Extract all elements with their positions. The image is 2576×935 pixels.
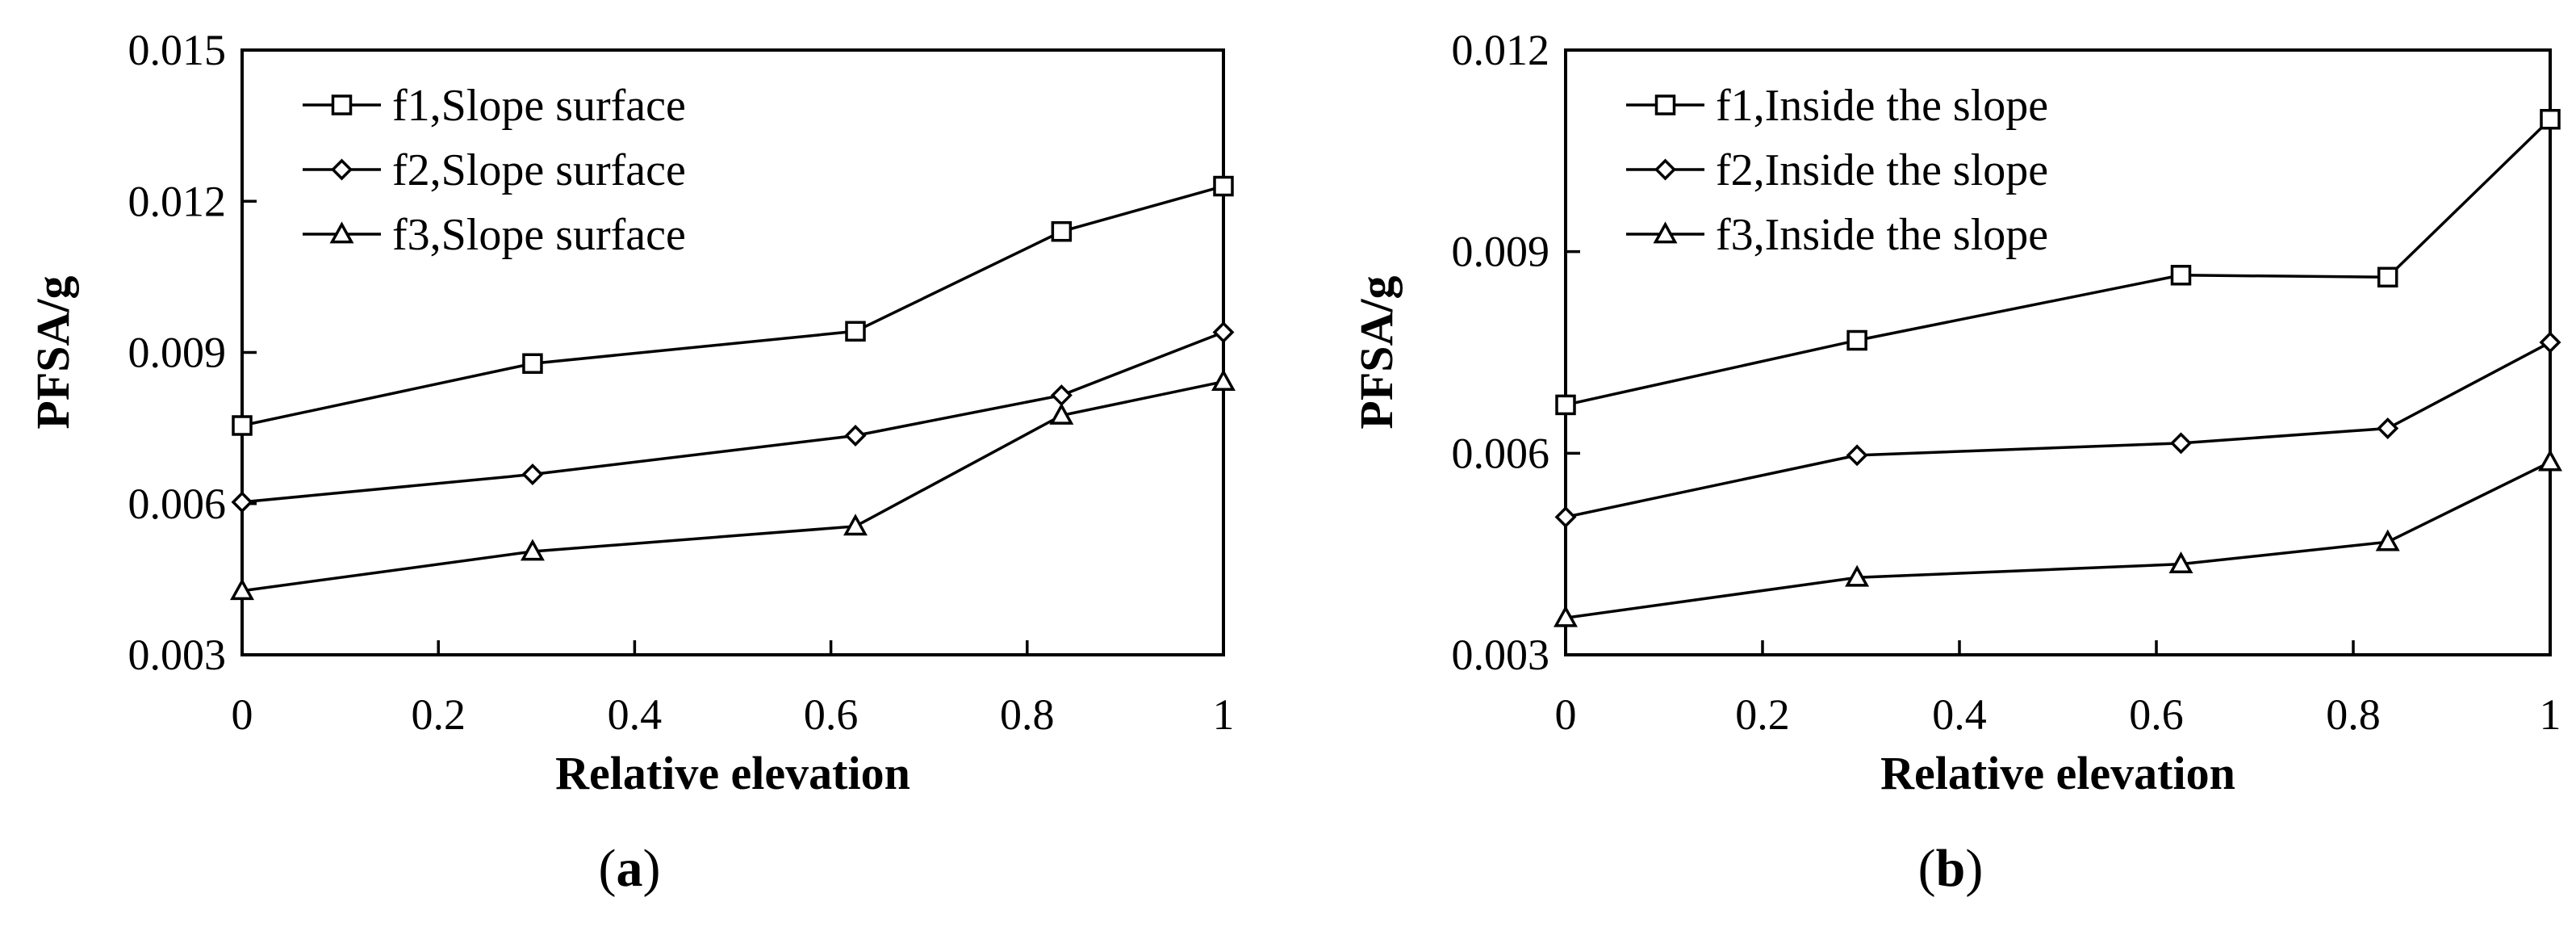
- data-point-2: [1050, 384, 1073, 407]
- y-axis-title: PFSA/g: [1350, 275, 1403, 429]
- panel-label: (b): [1918, 839, 1984, 898]
- data-point-1: [2540, 108, 2561, 130]
- x-tick-label: 0.4: [1932, 690, 1987, 739]
- x-tick-label: 1: [1213, 690, 1235, 739]
- x-tick-label: 0: [1555, 690, 1577, 739]
- y-tick-label: 0.003: [128, 631, 227, 679]
- data-point-1: [522, 353, 543, 374]
- x-axis-title: Relative elevation: [1880, 747, 2235, 799]
- legend-entry-2: f2,Slope surface: [392, 145, 686, 195]
- legend-marker-3: [329, 221, 354, 244]
- data-point-1: [1555, 394, 1576, 416]
- data-point-3: [1845, 564, 1870, 587]
- data-point-2: [1212, 321, 1235, 344]
- legend-entry-1: f1,Inside the slope: [1716, 81, 2048, 131]
- series-line-2: [241, 330, 1224, 504]
- series-line-1: [1565, 118, 2552, 407]
- data-point-2: [1846, 444, 1868, 467]
- data-point-3: [843, 514, 868, 536]
- series-line-3: [241, 379, 1224, 593]
- data-point-1: [2170, 265, 2192, 286]
- data-point-1: [1051, 220, 1073, 242]
- x-tick-label: 0.6: [804, 690, 859, 739]
- x-tick-label: 0.6: [2129, 690, 2184, 739]
- data-point-2: [2377, 417, 2399, 440]
- chart-panel-a: 0.003 0.006 0.009 0.012 0.015 0 0.2 0.4 0.6 0.8 1 R…: [27, 26, 1236, 898]
- x-tick-label: 0.8: [1000, 690, 1055, 739]
- legend-entry-1: f1,Slope surface: [392, 81, 686, 131]
- legend-entry-2: f2,Inside the slope: [1716, 145, 2048, 195]
- data-point-3: [1211, 369, 1236, 392]
- y-tick-label: 0.009: [1452, 228, 1550, 276]
- x-tick-label: 0.4: [608, 690, 663, 739]
- y-axis-title: PFSA/g: [27, 275, 79, 429]
- x-tick-label: 1: [2540, 690, 2561, 739]
- x-tick-label: 0: [232, 690, 253, 739]
- y-tick-label: 0.012: [1452, 26, 1550, 74]
- data-point-1: [232, 415, 253, 436]
- panel-label: (a): [599, 839, 661, 898]
- data-point-2: [1554, 505, 1577, 528]
- legend-marker-3: [1653, 221, 1678, 244]
- data-point-2: [844, 425, 867, 447]
- data-point-3: [1554, 605, 1578, 627]
- data-point-3: [520, 539, 545, 561]
- data-point-3: [230, 578, 254, 601]
- legend-marker-1: [331, 94, 353, 115]
- data-point-2: [2170, 432, 2192, 455]
- y-tick-label: 0.003: [1452, 631, 1550, 679]
- data-point-1: [1846, 329, 1867, 351]
- x-tick-label: 0.8: [2326, 690, 2381, 739]
- y-tick-label: 0.015: [128, 26, 227, 74]
- data-point-2: [521, 463, 544, 486]
- data-point-3: [2375, 529, 2400, 551]
- x-tick-label: 0.2: [411, 690, 466, 739]
- legend-marker-2: [1654, 158, 1676, 181]
- legend-entry-3: f3,Slope surface: [392, 210, 686, 260]
- x-axis-title: Relative elevation: [555, 747, 910, 799]
- y-tick-label: 0.006: [128, 480, 227, 528]
- data-point-2: [231, 491, 253, 514]
- chart-panel-b: 0.003 0.006 0.009 0.012 0 0.2 0.4 0.6 0.8 1 Relati…: [1350, 26, 2562, 898]
- data-point-3: [2168, 551, 2193, 573]
- series-line-2: [1565, 341, 2551, 519]
- plot-frame: [240, 48, 1225, 656]
- data-point-3: [1049, 402, 1074, 425]
- legend-marker-1: [1654, 94, 1676, 115]
- data-point-2: [2539, 331, 2561, 354]
- y-tick-label: 0.006: [1452, 429, 1550, 477]
- y-tick-label: 0.009: [128, 329, 227, 377]
- data-point-1: [1213, 175, 1234, 197]
- x-tick-label: 0.2: [1735, 690, 1790, 739]
- data-point-1: [845, 321, 866, 342]
- data-point-1: [2377, 266, 2398, 288]
- legend-marker-2: [331, 158, 353, 181]
- plot-frame: [1564, 48, 2552, 656]
- data-point-3: [2538, 449, 2562, 472]
- legend-entry-3: f3,Inside the slope: [1716, 210, 2048, 260]
- y-tick-label: 0.012: [128, 177, 227, 225]
